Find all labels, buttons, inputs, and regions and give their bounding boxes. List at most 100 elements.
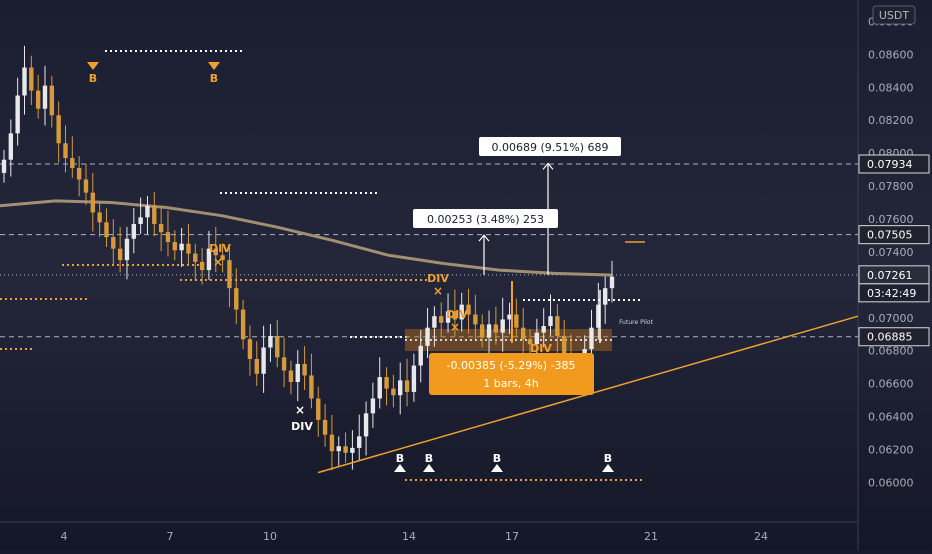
y-tick-label-1: 0.08600 <box>868 48 914 61</box>
candle-body-67 <box>459 304 464 320</box>
candle-body-16 <box>111 237 116 249</box>
y-tick-label-13: 0.06200 <box>868 444 914 457</box>
candle-body-9 <box>63 143 68 159</box>
div-label-0: DIV <box>209 242 231 255</box>
buy-label-3: B <box>604 452 612 465</box>
candle-body-15 <box>104 222 109 238</box>
candle-body-14 <box>97 212 102 223</box>
range-info-box <box>429 353 594 395</box>
candle-body-61 <box>418 345 423 366</box>
measure-box-text-0: 0.00689 (9.51%) 689 <box>491 141 608 154</box>
div-label-3: DIV <box>291 420 313 433</box>
div-label-2: DIV <box>446 308 468 321</box>
countdown-box <box>858 283 930 303</box>
currency-badge[interactable]: USDT <box>872 5 916 25</box>
candle-body-87 <box>596 304 601 328</box>
candle-body-42 <box>288 370 294 383</box>
candle-body-48 <box>329 434 335 452</box>
currency-badge-frame <box>872 5 916 25</box>
measure-arrow-head-1 <box>478 234 490 242</box>
measure-arrow-head-0 <box>542 162 554 170</box>
candle-body-29 <box>199 261 205 271</box>
buy-label-1: B <box>425 452 433 465</box>
candle-body-81 <box>555 316 560 336</box>
sell-triangle-0 <box>87 62 99 70</box>
candle-body-28 <box>193 253 198 262</box>
price-label-box-0 <box>858 154 930 174</box>
candle-body-72 <box>493 324 499 333</box>
candle-body-69 <box>473 314 478 325</box>
signal-label-top-0: B <box>89 72 97 85</box>
candle-body-35 <box>240 309 246 340</box>
candle-body-55 <box>377 377 382 399</box>
candle-body-26 <box>179 243 184 251</box>
x-tick-label-4: 17 <box>505 530 519 543</box>
buy-triangle-2 <box>491 464 503 472</box>
candle-body-19 <box>131 223 136 239</box>
candle-body-5 <box>35 90 41 109</box>
candle-body-68 <box>466 304 471 315</box>
buy-triangle-3 <box>602 464 614 472</box>
x-tick-label-0: 4 <box>61 530 68 543</box>
candle-body-23 <box>158 223 164 233</box>
price-label-2: 0.07261 <box>867 269 913 282</box>
candle-body-40 <box>275 335 280 358</box>
x-tick-label-2: 10 <box>263 530 277 543</box>
price-label-box-3 <box>858 327 930 347</box>
candle-body-79 <box>541 326 546 333</box>
price-label-box-1 <box>858 225 930 245</box>
candle-body-64 <box>439 316 444 323</box>
candle-body-32 <box>220 255 225 261</box>
y-tick-label-11: 0.06600 <box>868 378 914 391</box>
candle-body-18 <box>124 238 130 261</box>
candle-body-24 <box>165 232 171 243</box>
buy-label-2: B <box>493 452 501 465</box>
x-tick-label-1: 7 <box>167 530 174 543</box>
candle-body-47 <box>322 419 328 435</box>
candle-body-2 <box>15 95 20 134</box>
candle-body-7 <box>49 85 55 116</box>
candle-body-39 <box>268 335 273 348</box>
measure-box-text-1: 0.00253 (3.48%) 253 <box>427 213 544 226</box>
candle-body-38 <box>261 347 266 374</box>
y-tick-label-9: 0.07000 <box>868 312 914 325</box>
y-tick-label-14: 0.06000 <box>868 476 914 489</box>
div-cross-3: × <box>295 403 305 417</box>
candle-body-62 <box>425 327 430 346</box>
div-cross-1: × <box>433 284 443 298</box>
candle-body-34 <box>234 288 239 310</box>
candle-body-65 <box>445 311 451 323</box>
range-info-line1: -0.00385 (-5.29%) -385 <box>447 359 576 372</box>
buy-triangle-0 <box>394 464 406 472</box>
candle-body-52 <box>357 436 362 448</box>
candle-body-25 <box>172 242 177 251</box>
candle-body-82 <box>561 335 567 355</box>
axes: 0.088000.086000.084000.082000.080000.078… <box>61 15 930 543</box>
candle-body-36 <box>247 339 253 359</box>
div-cross-2: × <box>450 320 460 334</box>
candle-body-4 <box>29 67 34 91</box>
candle-body-88 <box>602 288 608 305</box>
candle-body-71 <box>486 324 492 338</box>
candle-body-1 <box>8 133 14 160</box>
candle-body-53 <box>363 413 369 437</box>
candle-body-30 <box>206 248 212 271</box>
buy-triangle-1 <box>423 464 435 472</box>
measure-box-1 <box>413 209 558 228</box>
y-tick-label-7: 0.07400 <box>868 246 914 259</box>
price-label-0: 0.07934 <box>867 158 913 171</box>
candle-body-41 <box>281 357 287 371</box>
y-tick-label-5: 0.07800 <box>868 180 914 193</box>
candle-body-50 <box>343 446 348 453</box>
measure-box-0 <box>479 137 621 156</box>
measure-tools: 0.00689 (9.51%) 689 0.00253 (3.48%) 253 -0… <box>413 137 621 395</box>
candle-body-58 <box>398 380 403 396</box>
future-label: Future Pilot <box>619 319 654 326</box>
div-cross-0: × <box>213 255 223 269</box>
y-tick-label-3: 0.08200 <box>868 114 914 127</box>
moving-average-line <box>0 199 612 277</box>
range-zone <box>405 329 612 351</box>
y-tick-label-12: 0.06400 <box>868 411 914 424</box>
